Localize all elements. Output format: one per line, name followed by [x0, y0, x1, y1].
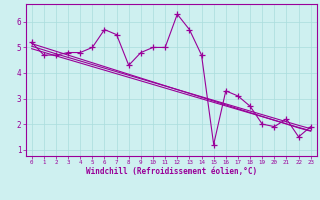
X-axis label: Windchill (Refroidissement éolien,°C): Windchill (Refroidissement éolien,°C): [86, 167, 257, 176]
